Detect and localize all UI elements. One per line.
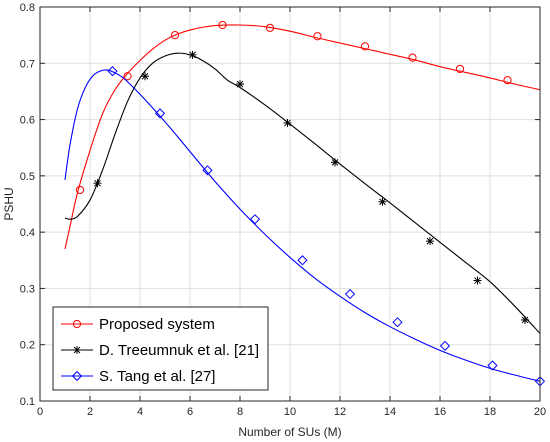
- data-point: [170, 31, 180, 40]
- data-point: [360, 42, 370, 51]
- data-point: [265, 23, 275, 32]
- data-point: [297, 255, 308, 266]
- tick-labels: 0 2 4 6 8 10 12 14 16 18 20 0.1 0.2 0.3 0.4 0.5 0.6 0.7 0.…: [20, 2, 546, 418]
- y-tick-label: 0.2: [20, 340, 35, 352]
- marker-stroke: [379, 198, 386, 206]
- data-point: [249, 214, 261, 225]
- legend-marker: [72, 319, 82, 329]
- x-tick-label: 6: [187, 406, 193, 418]
- data-point: [392, 317, 403, 328]
- y-tick-label: 0.4: [20, 227, 35, 239]
- series-2: [64, 50, 541, 334]
- legend-entry: D. Treeumnuk et al. [21]: [61, 342, 259, 359]
- x-tick-label: 4: [137, 406, 143, 418]
- legend-marker: [73, 346, 81, 354]
- series-layer: [64, 20, 546, 387]
- series-line: [64, 69, 541, 382]
- marker-stroke: [474, 277, 481, 284]
- data-point: [75, 185, 85, 195]
- legend-entry: Proposed system: [61, 316, 215, 333]
- data-point: [107, 66, 118, 77]
- legend-label: S. Tang et al. [27]: [99, 368, 215, 385]
- marker-stroke: [426, 237, 434, 245]
- legend-label: Proposed system: [99, 316, 215, 333]
- data-point: [378, 197, 387, 206]
- data-point: [521, 315, 529, 324]
- x-tick-label: 20: [534, 406, 546, 418]
- data-point: [487, 360, 498, 371]
- data-point: [344, 288, 356, 300]
- data-point: [123, 72, 132, 81]
- marker-stroke: [141, 72, 149, 80]
- data-point: [202, 165, 213, 176]
- data-point: [93, 179, 102, 188]
- y-tick-label: 0.8: [20, 2, 35, 14]
- marker-stroke: [94, 179, 101, 187]
- y-tick-label: 0.6: [20, 115, 35, 127]
- marker-stroke: [236, 80, 244, 88]
- series-line: [64, 24, 541, 250]
- data-point: [188, 50, 197, 59]
- data-point: [236, 80, 244, 89]
- series-line: [64, 52, 541, 334]
- data-point: [439, 340, 451, 351]
- data-point: [283, 118, 292, 127]
- data-point: [455, 64, 465, 74]
- y-tick-label: 0.7: [20, 58, 35, 70]
- marker-stroke: [284, 119, 291, 127]
- x-tick-label: 16: [434, 406, 446, 418]
- y-tick-label: 0.1: [20, 396, 35, 408]
- y-tick-label: 0.3: [20, 283, 35, 295]
- legend-entry: S. Tang et al. [27]: [61, 368, 215, 385]
- x-tick-label: 8: [237, 406, 243, 418]
- data-point: [331, 158, 339, 167]
- x-tick-label: 0: [37, 406, 43, 418]
- marker-stroke: [189, 51, 196, 59]
- series-1: [64, 20, 541, 250]
- y-tick-label: 0.5: [20, 171, 35, 183]
- marker-stroke: [521, 316, 529, 324]
- data-point: [141, 72, 149, 81]
- x-tick-label: 14: [384, 406, 396, 418]
- data-point: [426, 237, 434, 246]
- x-tick-label: 10: [284, 406, 296, 418]
- data-point: [218, 20, 227, 30]
- plot-frame: [39, 6, 541, 402]
- x-tick-label: 12: [334, 406, 346, 418]
- x-tick-label: 18: [484, 406, 496, 418]
- legend-marker: [71, 370, 83, 382]
- data-point: [503, 76, 512, 85]
- x-tick-label: 2: [87, 406, 93, 418]
- data-point: [473, 276, 482, 285]
- marker-stroke: [73, 346, 81, 354]
- y-axis-label: PSHU: [2, 187, 16, 220]
- data-point: [408, 53, 417, 62]
- data-point: [313, 32, 322, 41]
- legend: Proposed system D. Treeumnuk et al. [21] S…: [52, 306, 269, 391]
- marker-stroke: [331, 158, 339, 166]
- data-point: [154, 108, 166, 119]
- x-axis-label: Number of SUs (M): [238, 425, 341, 439]
- series-3: [64, 66, 546, 387]
- legend-label: D. Treeumnuk et al. [21]: [99, 342, 259, 359]
